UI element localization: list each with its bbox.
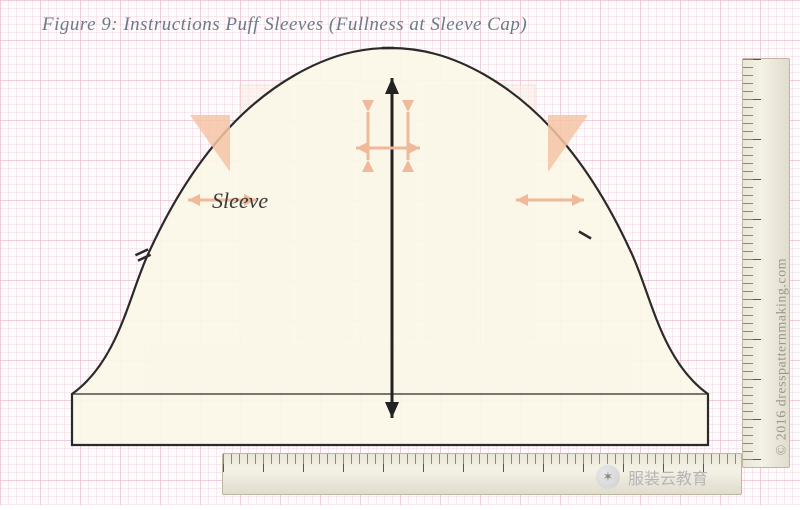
sleeve-outline [72, 48, 708, 445]
sleeve-label: Sleeve [212, 188, 268, 214]
wechat-icon: ✶ [596, 465, 620, 489]
watermark: ✶ 服装云教育 [596, 465, 708, 489]
diagram-canvas [0, 0, 800, 505]
copyright-text: © 2016 dresspatternmaking.com [774, 258, 790, 455]
watermark-text: 服装云教育 [628, 465, 708, 489]
